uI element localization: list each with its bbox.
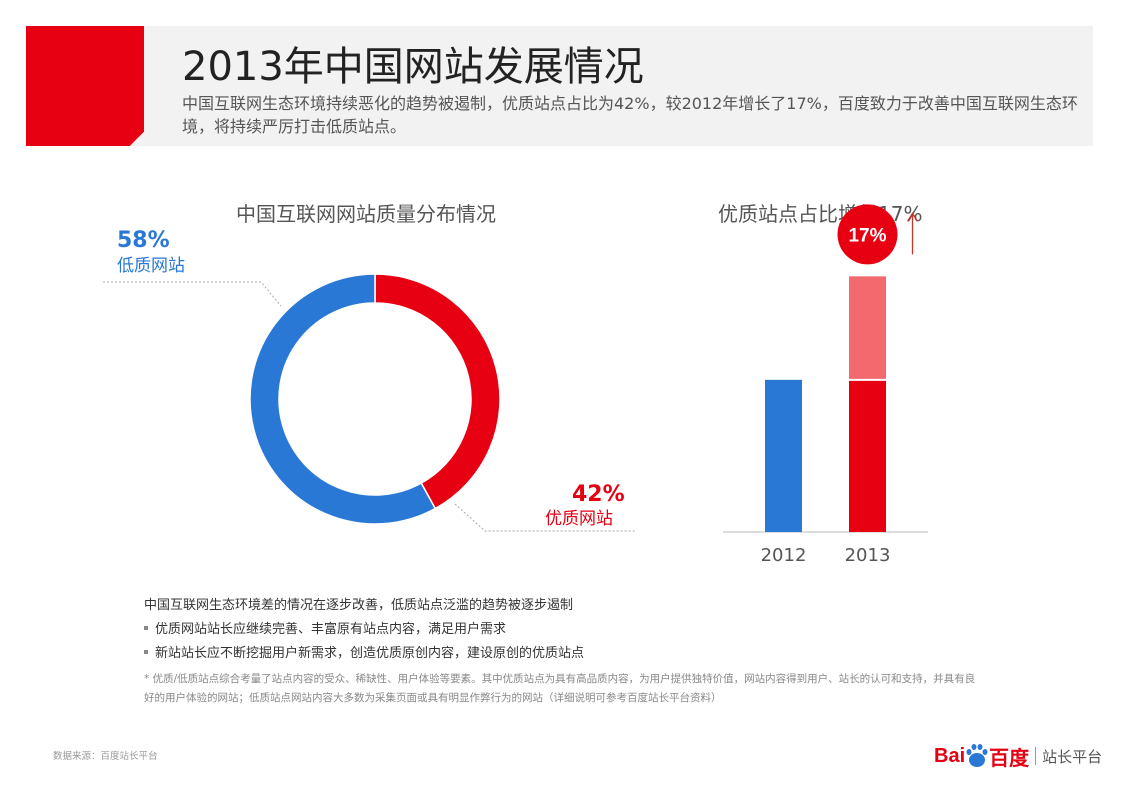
bullet-icon	[144, 626, 148, 630]
bar-2013-segment-0	[849, 379, 886, 532]
donut-label-high-pct: 42%	[572, 482, 625, 507]
notes-bullet-text: 优质网站站长应继续完善、丰富原有站点内容，满足用户需求	[155, 622, 507, 637]
bar-chart: 2012 2013 17%	[723, 204, 928, 566]
donut-chart-title: 中国互联网网站质量分布情况	[236, 202, 496, 226]
logo-text-platform: 站长平台	[1042, 747, 1103, 766]
bar-2012-segment-0	[765, 379, 802, 532]
notes-bullet: 优质网站站长应继续完善、丰富原有站点内容，满足用户需求	[144, 620, 984, 644]
notes-block: 中国互联网生态环境差的情况在逐步改善，低质站点泛滥的趋势被逐步遏制 优质网站站长…	[144, 596, 984, 708]
x-tick-label: 2013	[845, 545, 891, 566]
header-band	[26, 26, 1093, 146]
notes-bullet: 新站站长应不断挖掘用户新需求，创造优质原创内容，建设原创的优质站点	[144, 644, 984, 668]
data-source: 数据来源：百度站长平台	[53, 751, 158, 762]
leader-line-high	[454, 503, 635, 532]
donut-label-low-pct: 58%	[117, 228, 170, 253]
donut-slice-0	[374, 273, 501, 510]
logo-separator	[1035, 747, 1037, 765]
notes-lead: 中国互联网生态环境差的情况在逐步改善，低质站点泛滥的趋势被逐步遏制	[144, 598, 574, 613]
leader-line-low	[103, 281, 282, 307]
page-subtitle: 中国互联网生态环境持续恶化的趋势被遏制，优质站点占比为42%，较2012年增长了…	[182, 94, 1078, 136]
bullet-icon	[144, 650, 148, 654]
header-red-block	[26, 26, 144, 146]
up-arrow-head	[906, 212, 919, 222]
growth-badge	[837, 204, 898, 265]
logo-text-baidu: 百度	[989, 745, 1030, 770]
donut-label-high-name: 优质网站	[545, 509, 613, 529]
growth-badge-label: 17%	[848, 225, 886, 246]
logo-text-bai: Bai	[934, 744, 966, 767]
paw-icon	[966, 744, 988, 767]
donut-label-low-name: 低质网站	[117, 256, 185, 276]
notes-bullet-text: 新站站长应不断挖掘用户新需求，创造优质原创内容，建设原创的优质站点	[155, 646, 585, 661]
donut-chart	[103, 273, 635, 532]
baidu-logo: Bai 百度 站长平台	[934, 741, 1102, 771]
footnote: * 优质/低质站点综合考量了站点内容的受众、稀缺性、用户体验等要素。其中优质站点…	[144, 673, 976, 704]
page-title: 2013年中国网站发展情况	[182, 44, 644, 90]
bar-2013-segment-1	[849, 276, 886, 380]
donut-slice-1	[249, 273, 437, 525]
x-tick-label: 2012	[761, 545, 807, 566]
